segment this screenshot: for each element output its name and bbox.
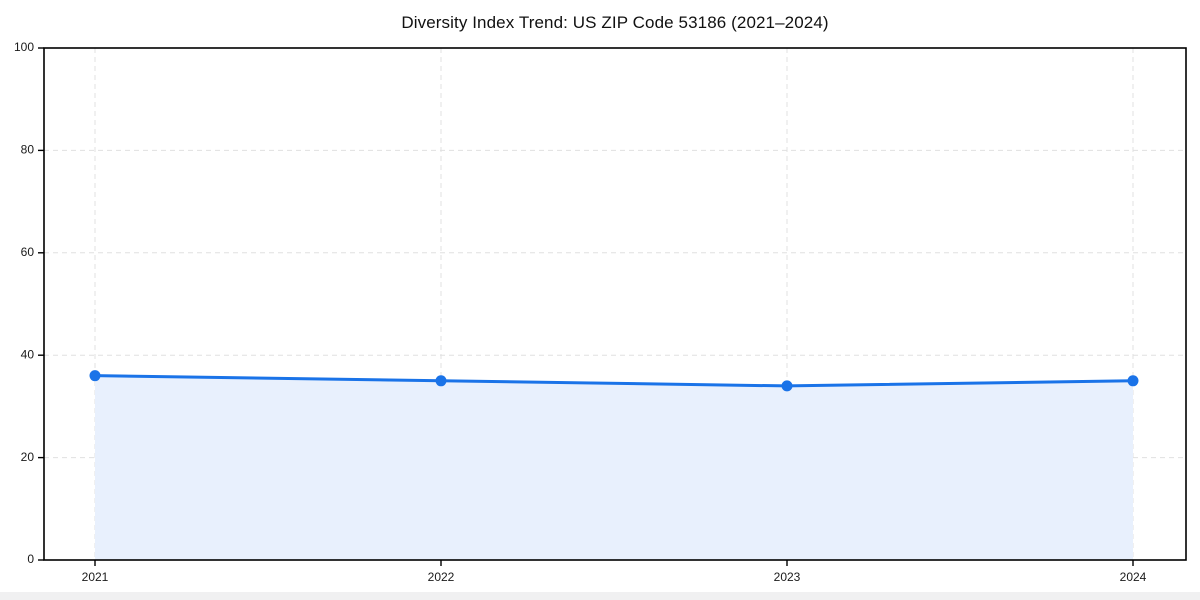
y-tick-label: 100 — [14, 40, 34, 54]
page-background-strip — [0, 592, 1200, 600]
y-tick-label: 60 — [21, 245, 35, 259]
data-point-marker — [435, 375, 447, 387]
x-tick-label: 2024 — [1120, 570, 1147, 584]
y-tick-label: 80 — [21, 143, 35, 157]
y-tick-label: 0 — [27, 552, 34, 566]
data-point-marker — [89, 370, 101, 382]
data-point-marker — [781, 380, 793, 392]
data-point-marker — [1127, 375, 1139, 387]
plot-border — [43, 47, 1187, 561]
x-tick-label: 2021 — [82, 570, 109, 584]
y-tick-label: 20 — [21, 450, 35, 464]
chart-title: Diversity Index Trend: US ZIP Code 53186… — [401, 13, 829, 32]
x-tick-label: 2023 — [774, 570, 801, 584]
y-tick-label: 40 — [21, 347, 35, 361]
x-tick-label: 2022 — [428, 570, 455, 584]
area-fill — [95, 375, 1133, 560]
trend-line — [93, 374, 1135, 388]
